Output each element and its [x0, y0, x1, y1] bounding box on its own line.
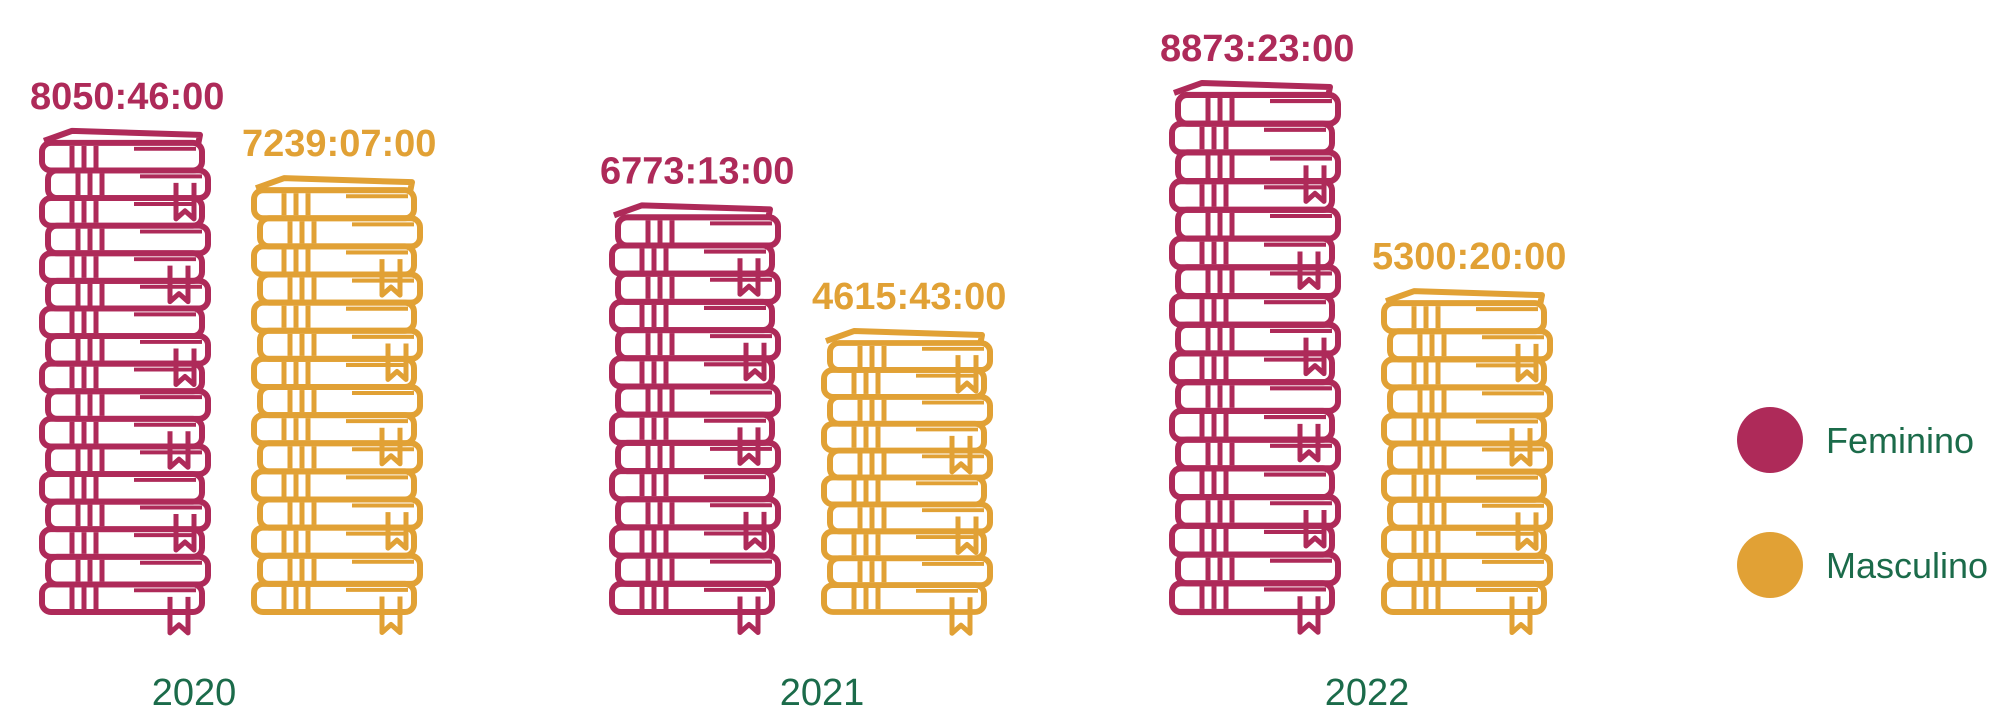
bar-feminino-2020 — [42, 127, 208, 633]
year-label-2022: 2022 — [1325, 672, 1410, 711]
value-label-feminino-2020: 8050:46:00 — [30, 76, 224, 118]
bar-masculino-2022 — [1384, 288, 1550, 632]
legend-label-masculino: Masculino — [1826, 545, 1988, 586]
value-label-feminino-2022: 8873:23:00 — [1160, 28, 1354, 70]
year-label-2020: 2020 — [152, 672, 237, 711]
legend-swatch-masculino — [1737, 532, 1803, 598]
bar-feminino-2021 — [612, 202, 778, 632]
value-label-masculino-2022: 5300:20:00 — [1372, 236, 1566, 278]
value-label-feminino-2021: 6773:13:00 — [600, 150, 794, 192]
year-label-2021: 2021 — [780, 672, 865, 711]
bar-masculino-2021 — [824, 328, 990, 633]
legend-label-feminino: Feminino — [1826, 420, 1974, 461]
value-label-masculino-2020: 7239:07:00 — [242, 123, 436, 165]
bar-feminino-2022 — [1172, 79, 1338, 632]
value-label-masculino-2021: 4615:43:00 — [812, 276, 1006, 318]
legend-swatch-feminino — [1737, 407, 1803, 473]
bar-masculino-2020 — [254, 175, 420, 632]
